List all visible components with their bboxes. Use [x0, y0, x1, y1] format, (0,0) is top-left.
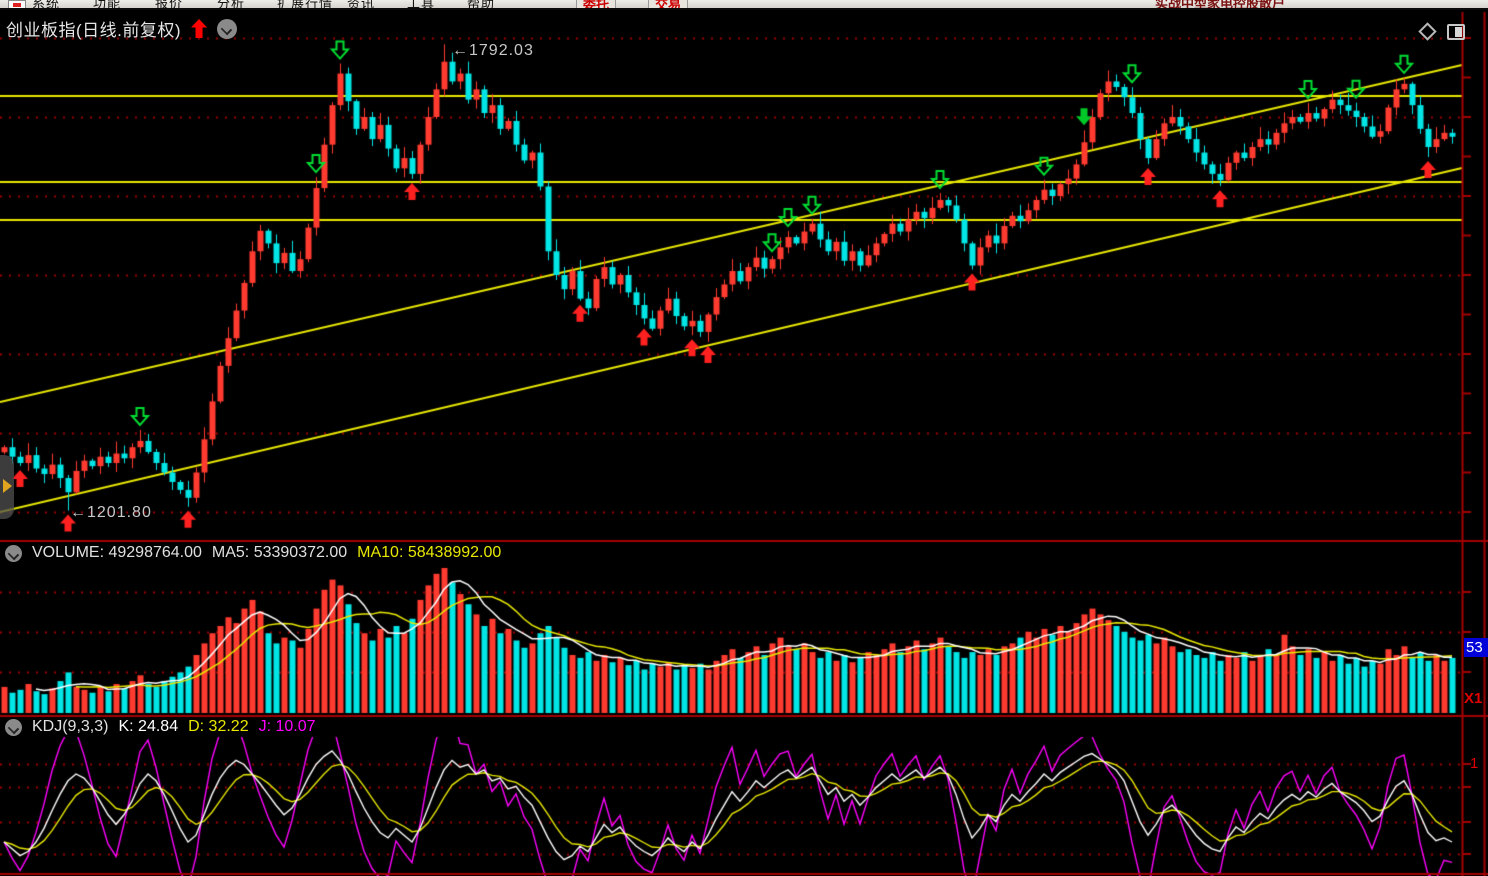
- high-price-label: ←1792.03: [452, 42, 534, 59]
- kdj-d-label: D:: [188, 718, 205, 735]
- collapse-volume-button[interactable]: [5, 544, 22, 562]
- kdj-k-label: K:: [118, 718, 134, 735]
- kdj-label: KDJ(9,3,3): [32, 718, 109, 735]
- chart-title: 创业板指(日线.前复权): [6, 21, 182, 40]
- scroll-left-arrow-icon: [3, 479, 12, 493]
- kdj-d-value: 32.22: [208, 718, 249, 735]
- collapse-main-chart-button[interactable]: [217, 18, 238, 39]
- volume-ma5-label: MA5:: [211, 544, 250, 561]
- kdj-k-value: 24.84: [138, 718, 179, 735]
- volume-value: 49298764.00: [108, 544, 202, 561]
- up-arrow-icon: [191, 19, 208, 38]
- main-chart-header: 创业板指(日线.前复权): [6, 16, 238, 41]
- volume-header: VOLUME: 49298764.00 MA5: 53390372.00 MA1…: [5, 544, 501, 562]
- scroll-left-handle[interactable]: [0, 455, 14, 519]
- volume-scale-label: X1: [1464, 690, 1483, 707]
- split-panel-icon[interactable]: [1447, 24, 1465, 40]
- volume-ma10-label: MA10:: [357, 544, 404, 561]
- collapse-kdj-button[interactable]: [5, 718, 22, 736]
- low-price-label: ←1201.80: [70, 504, 152, 521]
- kdj-j-value: 10.07: [275, 718, 316, 735]
- kdj-axis-label: 1: [1470, 755, 1479, 772]
- volume-ma10-value: 58438992.00: [407, 544, 502, 561]
- kdj-header: KDJ(9,3,3) K: 24.84 D: 32.22 J: 10.07: [5, 718, 316, 736]
- volume-label: VOLUME:: [32, 544, 105, 561]
- volume-ma5-value: 53390372.00: [253, 544, 348, 561]
- kdj-j-label: J:: [258, 718, 272, 735]
- volume-axis-badge: 53: [1464, 638, 1488, 657]
